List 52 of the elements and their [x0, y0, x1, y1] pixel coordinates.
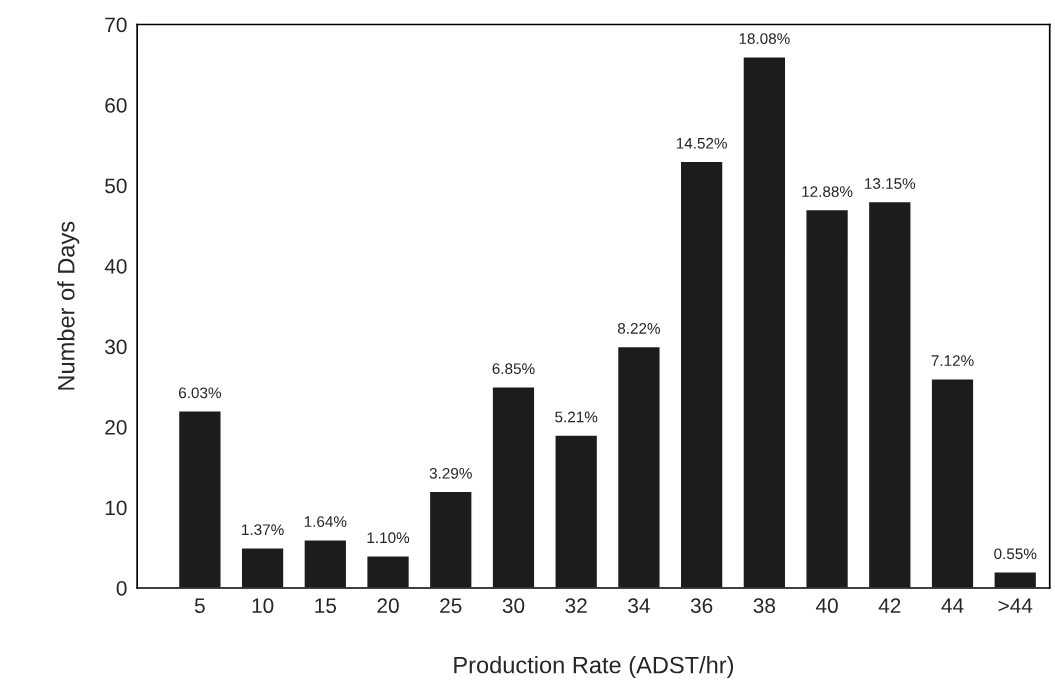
annotation: 7.12% — [931, 355, 974, 366]
bar — [805, 208, 850, 588]
x-tick-label: 34 — [628, 598, 650, 614]
annotation: 5.21% — [555, 411, 598, 423]
x-tick-label: 40 — [815, 598, 838, 614]
y-tick-label: 20 — [105, 420, 127, 435]
x-tick-label: 42 — [878, 598, 901, 613]
annotation: 1.64% — [304, 516, 347, 528]
y-tick-label: 60 — [105, 98, 127, 113]
annotation: 0.55% — [994, 548, 1037, 560]
annotation: 6.03% — [178, 387, 221, 399]
bar — [930, 378, 975, 588]
annotation: 13.15% — [865, 178, 916, 189]
y-tick-label: 0 — [116, 581, 127, 596]
annotation: 8.22% — [617, 323, 661, 334]
annotation: 18.08% — [739, 33, 790, 45]
x-axis-title: Production Rate (ADST/hr) — [454, 656, 734, 679]
y-tick-label: 70 — [105, 17, 127, 33]
bar — [366, 555, 411, 588]
bar — [177, 410, 222, 588]
bar — [993, 571, 1038, 588]
bar — [428, 490, 473, 588]
y-tick-label: 40 — [104, 259, 127, 274]
x-tick-label: >44 — [998, 598, 1033, 613]
x-tick-label: 32 — [565, 598, 587, 614]
x-tick-label: 20 — [377, 598, 399, 614]
y-axis-title: Number of Days — [57, 221, 80, 390]
annotation: 3.29% — [429, 467, 472, 479]
x-tick-label: 10 — [252, 598, 274, 614]
x-tick-label: 30 — [502, 598, 525, 614]
x-tick-label: 38 — [753, 598, 776, 614]
annotation: 6.85% — [492, 363, 535, 375]
bar — [742, 56, 787, 588]
annotation: 1.10% — [367, 532, 410, 544]
bar — [491, 386, 536, 588]
annotation: 1.37% — [242, 524, 284, 536]
bar — [303, 539, 348, 588]
bar — [554, 434, 599, 588]
annotation: 12.88% — [802, 186, 853, 197]
y-tick-label: 50 — [105, 178, 127, 194]
x-tick-label: 15 — [315, 598, 337, 614]
y-tick-label: 30 — [105, 339, 127, 355]
bar — [679, 160, 724, 588]
x-tick-label: 36 — [690, 598, 713, 614]
bar — [240, 547, 285, 588]
annotation: 14.52% — [676, 137, 727, 149]
y-tick-label: 10 — [105, 500, 127, 516]
x-tick-label: 5 — [194, 598, 205, 614]
bar — [616, 345, 661, 588]
x-tick-label: 44 — [941, 598, 964, 613]
x-tick-label: 25 — [440, 598, 462, 614]
bar — [867, 200, 912, 588]
